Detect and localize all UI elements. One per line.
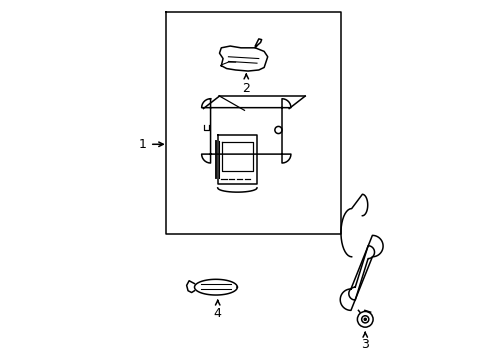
Text: 1: 1 — [138, 138, 146, 151]
Text: 2: 2 — [242, 82, 250, 95]
Text: 4: 4 — [213, 307, 221, 320]
Circle shape — [364, 318, 366, 320]
Text: 3: 3 — [361, 338, 368, 351]
